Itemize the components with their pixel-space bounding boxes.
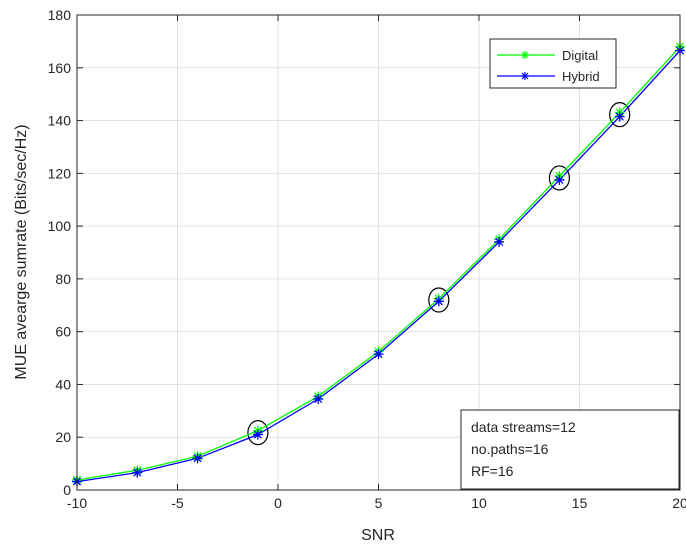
x-tick-label: -5 [171, 495, 184, 511]
y-tick-label: 140 [48, 113, 72, 129]
data-point-hybrid [554, 174, 565, 185]
y-tick-label: 100 [48, 218, 72, 234]
legend-box [489, 38, 617, 89]
legend-marker-hybrid [521, 72, 529, 80]
y-tick-label: 120 [48, 165, 72, 181]
axis-ticks: -10 -5 0 5 10 15 20 0 20 40 60 80 100 120 140 160 180 [48, 7, 686, 511]
annotation-line-streams: data streams=12 [471, 419, 576, 435]
y-tick-label: 20 [55, 429, 71, 445]
highlight-circle [609, 102, 631, 128]
legend: Digital Hybrid [489, 38, 617, 89]
annotation-box: data streams=12 no.paths=16 RF=16 [460, 409, 680, 490]
x-tick-label: 10 [471, 495, 487, 511]
annotation-line-rf: RF=16 [471, 463, 514, 479]
x-tick-label: 0 [274, 495, 282, 511]
x-tick-label: -10 [67, 495, 87, 511]
y-tick-label: 80 [55, 271, 71, 287]
legend-marker-digital [521, 51, 529, 59]
y-tick-label: 0 [63, 482, 71, 498]
x-tick-label: 20 [672, 495, 686, 511]
y-tick-label: 40 [55, 376, 71, 392]
legend-label-digital: Digital [562, 48, 598, 63]
data-point-hybrid [494, 236, 505, 247]
data-point-hybrid [614, 111, 625, 122]
highlight-circle [548, 165, 571, 191]
data-point-hybrid [433, 296, 444, 307]
highlight-circles [247, 102, 631, 446]
y-tick-label: 60 [55, 324, 71, 340]
x-axis-label: SNR [361, 527, 395, 544]
data-point-hybrid [313, 393, 324, 404]
data-point-hybrid [132, 467, 143, 478]
data-point-hybrid [252, 429, 263, 440]
y-axis-label: MUE avearge sumrate (Bits/sec/Hz) [13, 124, 30, 379]
highlight-circle [247, 420, 269, 446]
data-point-hybrid [192, 453, 203, 464]
highlight-circle [428, 287, 450, 313]
annotation-line-paths: no.paths=16 [471, 441, 549, 457]
grid [77, 15, 680, 490]
data-point-hybrid [373, 349, 384, 360]
x-tick-label: 15 [572, 495, 588, 511]
annotation-frame [460, 409, 680, 490]
x-tick-label: 5 [375, 495, 383, 511]
y-tick-label: 160 [48, 60, 72, 76]
legend-label-hybrid: Hybrid [562, 69, 600, 84]
y-tick-label: 180 [48, 7, 72, 23]
